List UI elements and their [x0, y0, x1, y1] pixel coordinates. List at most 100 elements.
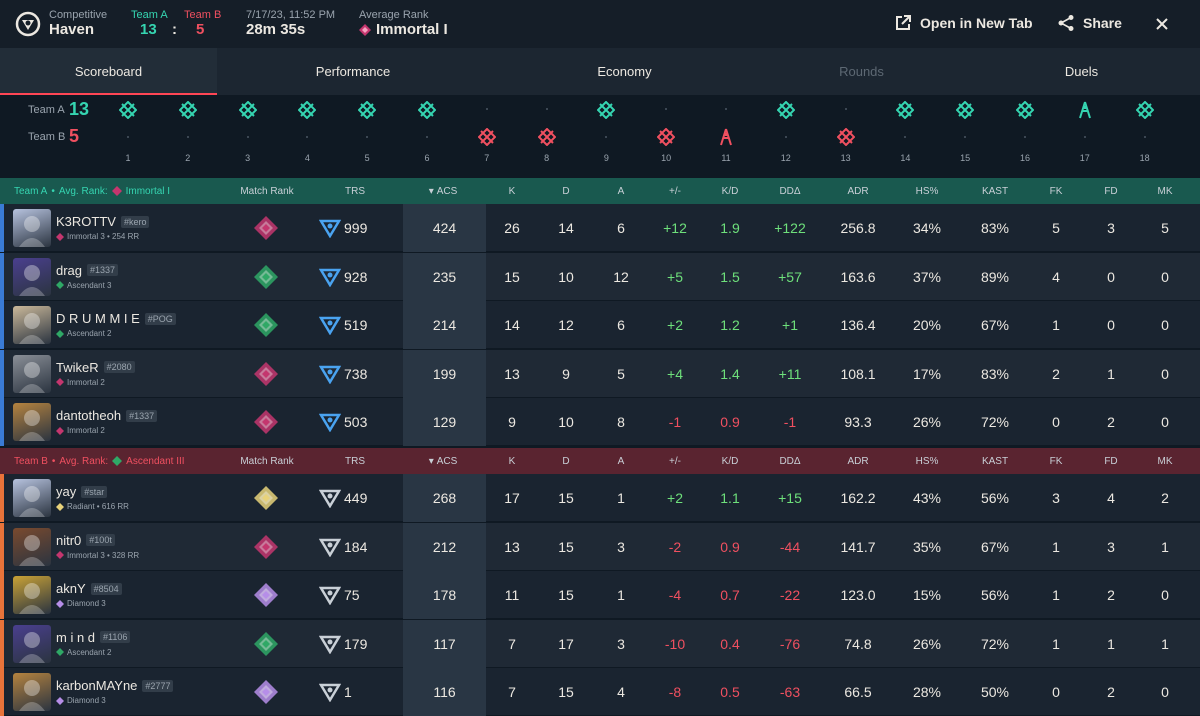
col-k[interactable]: K — [508, 185, 516, 197]
col-fk[interactable]: FK — [1049, 185, 1063, 197]
tab-duels[interactable]: Duels — [1064, 64, 1099, 79]
agent-avatar[interactable] — [13, 257, 51, 296]
col-acs[interactable]: ▾ ACS — [418, 186, 468, 197]
close-icon[interactable] — [1152, 14, 1172, 34]
col-a[interactable]: A — [617, 185, 625, 197]
round-17[interactable]: 17 — [1065, 95, 1105, 178]
agent-avatar[interactable] — [13, 354, 51, 393]
round-18[interactable]: 18 — [1125, 95, 1165, 178]
player-name-line[interactable]: karbonMAYne #2777 — [56, 678, 174, 693]
player-name-line[interactable]: D R U M M I E #POG — [56, 311, 176, 326]
player-row[interactable]: karbonMAYne #2777 Diamond 3 1 116 7 15 4 -8 0.5 -6… — [0, 668, 1200, 716]
round-5[interactable]: 5 — [347, 95, 387, 178]
round-10[interactable]: 10 — [646, 95, 686, 178]
agent-avatar[interactable] — [13, 479, 51, 517]
round-3[interactable]: 3 — [228, 95, 268, 178]
tab-performance[interactable]: Performance — [315, 64, 391, 79]
elimination-icon — [298, 101, 317, 119]
round-16[interactable]: 16 — [1005, 95, 1045, 178]
open-in-new-tab-button[interactable]: Open in New Tab — [894, 14, 1033, 32]
col-mk[interactable]: MK — [1157, 455, 1173, 467]
round-4[interactable]: 4 — [287, 95, 327, 178]
col-fd[interactable]: FD — [1104, 185, 1118, 197]
col-plus-minus[interactable]: +/- — [669, 455, 681, 467]
round-9[interactable]: 9 — [586, 95, 626, 178]
player-row[interactable]: m i n d #1106 Ascendant 2 179 117 7 17 3 -10 0.4 -… — [0, 619, 1200, 668]
agent-avatar[interactable] — [13, 306, 51, 344]
col-trs[interactable]: TRS — [345, 455, 365, 467]
stat-d: 12 — [558, 317, 574, 333]
col-adr[interactable]: ADR — [847, 455, 869, 467]
tab-rounds[interactable]: Rounds — [839, 64, 884, 79]
col-adr[interactable]: ADR — [847, 185, 869, 197]
agent-avatar[interactable] — [13, 624, 51, 663]
round-1[interactable]: 1 — [108, 95, 148, 178]
col-fd[interactable]: FD — [1104, 455, 1118, 467]
col-plus-minus[interactable]: +/- — [669, 185, 681, 197]
tab-economy[interactable]: Economy — [597, 64, 652, 79]
round-8[interactable]: 8 — [527, 95, 567, 178]
player-name-line[interactable]: m i n d #1106 — [56, 630, 131, 645]
col-k[interactable]: K — [508, 455, 516, 467]
player-name-line[interactable]: drag #1337 — [56, 263, 119, 278]
player-rank: Immortal 3 • 254 RR — [67, 232, 140, 241]
col-acs[interactable]: ▾ ACS — [418, 456, 468, 467]
stat-adr: 93.3 — [844, 414, 872, 430]
col-dd-delta[interactable]: DDΔ — [779, 185, 801, 197]
team-side-indicator — [0, 474, 4, 522]
player-name-line[interactable]: K3ROTTV #kero — [56, 214, 150, 229]
round-2[interactable]: 2 — [168, 95, 208, 178]
player-row[interactable]: drag #1337 Ascendant 3 928 235 15 10 12 +5 1.5 +57… — [0, 252, 1200, 301]
agent-avatar[interactable] — [13, 209, 51, 247]
round-15[interactable]: 15 — [945, 95, 985, 178]
player-row[interactable]: TwikeR #2080 Immortal 2 738 199 13 9 5 +4 1.4 +11 1… — [0, 349, 1200, 398]
round-number: 8 — [544, 153, 550, 163]
round-6[interactable]: 6 — [407, 95, 447, 178]
agent-avatar[interactable] — [13, 403, 51, 441]
player-name-line[interactable]: TwikeR #2080 — [56, 360, 135, 375]
col-kd[interactable]: K/D — [721, 455, 739, 467]
col-kd[interactable]: K/D — [721, 185, 739, 197]
player-row[interactable]: D R U M M I E #POG Ascendant 2 519 214 14 12 6 +… — [0, 301, 1200, 349]
elimination-icon — [776, 101, 795, 119]
player-row[interactable]: yay #star Radiant • 616 RR 449 268 17 15 1 +2 1.1… — [0, 474, 1200, 522]
player-name-line[interactable]: yay #star — [56, 484, 108, 499]
player-name-line[interactable]: aknY #8504 — [56, 581, 122, 596]
round-14[interactable]: 14 — [885, 95, 925, 178]
player-name-line[interactable]: dantotheoh #1337 — [56, 408, 158, 423]
round-7[interactable]: 7 — [467, 95, 507, 178]
stat-trs: 184 — [344, 538, 368, 555]
col-match-rank[interactable]: Match Rank — [240, 185, 294, 197]
rank-icon — [56, 281, 64, 289]
col-kast[interactable]: KAST — [981, 185, 1009, 197]
agent-avatar[interactable] — [13, 576, 51, 614]
round-13[interactable]: 13 — [826, 95, 866, 178]
col-mk[interactable]: MK — [1157, 185, 1173, 197]
col-match-rank[interactable]: Match Rank — [240, 455, 294, 467]
agent-portrait-icon — [19, 264, 45, 296]
player-row[interactable]: nitr0 #100t Immortal 3 • 328 RR 184 212 13 15 3… — [0, 522, 1200, 571]
stat-fk: 1 — [1052, 317, 1060, 333]
round-11[interactable]: 11 — [706, 95, 746, 178]
agent-avatar[interactable] — [13, 673, 51, 711]
player-row[interactable]: K3ROTTV #kero Immortal 3 • 254 RR 999 424 26 1… — [0, 204, 1200, 252]
round-12[interactable]: 12 — [766, 95, 806, 178]
player-row[interactable]: dantotheoh #1337 Immortal 2 503 129 9 10 8 -1 0.9… — [0, 398, 1200, 446]
col-hs[interactable]: HS% — [915, 185, 939, 197]
col-trs[interactable]: TRS — [345, 185, 365, 197]
player-rank-line: Diamond 3 — [56, 599, 106, 608]
col-dd-delta[interactable]: DDΔ — [779, 455, 801, 467]
col-fk[interactable]: FK — [1049, 455, 1063, 467]
agent-avatar[interactable] — [13, 527, 51, 566]
player-name-line[interactable]: nitr0 #100t — [56, 533, 115, 548]
stat-k: 17 — [504, 490, 520, 506]
share-button[interactable]: Share — [1057, 14, 1122, 32]
tab-scoreboard[interactable]: Scoreboard — [0, 48, 217, 95]
match-rank-icon — [254, 486, 278, 510]
col-a[interactable]: A — [617, 455, 625, 467]
col-hs[interactable]: HS% — [915, 455, 939, 467]
col-kast[interactable]: KAST — [981, 455, 1009, 467]
col-d[interactable]: D — [562, 455, 570, 467]
col-d[interactable]: D — [562, 185, 570, 197]
player-row[interactable]: aknY #8504 Diamond 3 75 178 11 15 1 -4 0.7 -22 123.… — [0, 571, 1200, 619]
